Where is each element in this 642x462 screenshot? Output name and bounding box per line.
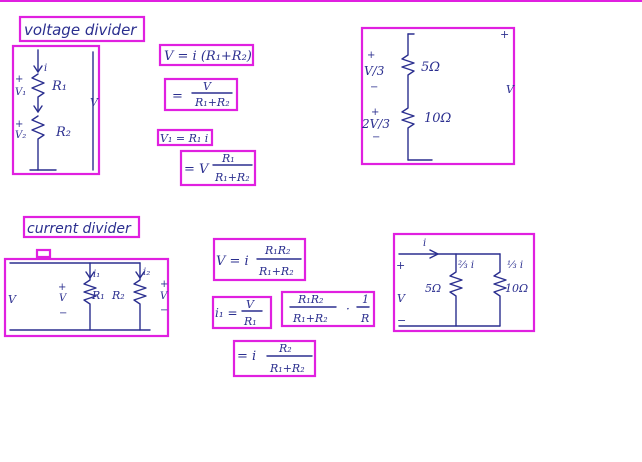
voltage-eq2-numerator: V — [203, 80, 212, 93]
current-eq3-box — [280, 290, 376, 328]
current-eq3-denominator: R₁+R₂ — [292, 312, 328, 325]
example-5ohm-label: 5Ω — [425, 282, 441, 295]
branch-i1-label: i₁ — [93, 269, 100, 280]
current-source-marker-box — [35, 248, 52, 259]
top-highlight-line — [0, 0, 642, 2]
branch-r2-label: R₂ — [111, 289, 125, 302]
example-v3-minus-sign: − — [370, 82, 378, 93]
example-i13-label: ⅓ i — [507, 260, 523, 271]
voltage-divider-circuit — [29, 49, 94, 171]
current-eq2-lhs: i₁ = — [215, 306, 238, 320]
voltage-eq2-denominator: R₁+R₂ — [194, 96, 230, 109]
r2-v-label: V — [160, 291, 169, 302]
current-eq4-denominator: R₁+R₂ — [269, 362, 305, 375]
current-heading-box — [22, 215, 141, 239]
example-v3-label: V/3 — [364, 64, 385, 78]
example-r10-label: 10Ω — [424, 111, 452, 126]
example-v-label: V — [397, 292, 406, 305]
voltage-eq4-box — [179, 149, 257, 187]
example-plus-sign: + — [396, 259, 405, 272]
v1-plus-sign: + — [15, 74, 23, 85]
branch-i2-label: i₂ — [143, 267, 150, 278]
voltage-example-circuit — [401, 33, 433, 161]
r1-v-label: V — [59, 293, 68, 304]
example-2v3-label: 2V/3 — [361, 117, 390, 131]
voltage-circuit-box — [11, 44, 101, 176]
current-example-circuit — [398, 249, 507, 327]
voltage-eq4-denominator: R₁+R₂ — [214, 171, 250, 184]
voltage-eq1-box — [158, 43, 255, 67]
voltage-eq3-box — [156, 128, 214, 147]
current-eq1-lhs: V = i — [216, 254, 249, 269]
r1-plus-sign: + — [58, 282, 66, 293]
current-eq2-denominator: R₁ — [243, 315, 257, 328]
resistor-r2-label: R₂ — [55, 125, 71, 140]
example-source-v-label: V — [506, 83, 515, 96]
current-eq4-box — [232, 339, 317, 378]
current-eq3-dot: · — [346, 302, 350, 316]
voltage-heading-box — [18, 15, 146, 43]
voltage-eq2-equals: = — [172, 89, 183, 104]
example-source-plus-sign: + — [500, 28, 509, 41]
current-eq4-numerator: R₂ — [278, 342, 292, 355]
current-eq1-box — [212, 237, 307, 282]
resistor-r1-label: R₁ — [51, 79, 67, 94]
voltage-eq1: V = i (R₁+R₂) — [164, 49, 252, 64]
current-eq3-numerator2: 1 — [362, 293, 369, 306]
current-i-label: i — [44, 63, 47, 74]
current-example-box — [392, 232, 536, 333]
voltage-heading: voltage divider — [24, 21, 137, 39]
v1-label: V₁ — [15, 87, 26, 98]
current-circuit-box — [3, 257, 170, 338]
example-i-label: i — [423, 238, 426, 249]
example-minus-sign: − — [397, 314, 406, 327]
current-heading: current divider — [27, 221, 132, 237]
r2-plus-sign: + — [160, 279, 168, 290]
voltage-eq4-numerator: R₁ — [221, 152, 235, 165]
v2-plus-sign: + — [15, 119, 23, 130]
example-2v3-minus-sign: − — [372, 132, 380, 143]
source-v-label: V — [90, 96, 99, 109]
current-eq4-lhs: = i — [237, 349, 256, 364]
example-i23-label: ⅔ i — [458, 260, 474, 271]
current-divider-circuit — [9, 262, 151, 331]
current-eq3-numerator: R₁R₂ — [297, 293, 323, 306]
voltage-eq2-box — [163, 77, 239, 112]
voltage-eq4-lhs: = V — [184, 162, 210, 177]
branch-r1-label: R₁ — [91, 289, 105, 302]
voltage-eq3: V₁ = R₁ i — [160, 132, 208, 145]
example-v3-plus-sign: + — [367, 50, 375, 61]
voltage-example-box — [360, 26, 516, 166]
example-r5-label: 5Ω — [421, 60, 440, 75]
current-eq1-numerator: R₁R₂ — [264, 244, 290, 257]
current-eq3-denominator2: R — [360, 312, 369, 325]
example-2v3-plus-sign: + — [371, 107, 379, 118]
example-10ohm-label: 10Ω — [505, 282, 528, 295]
r1-minus-sign: − — [59, 308, 67, 319]
current-eq2-numerator: V — [246, 298, 255, 311]
current-source-v-label: V — [8, 293, 17, 306]
v2-label: V₂ — [15, 130, 26, 141]
r2-minus-sign: − — [160, 305, 168, 316]
current-eq1-denominator: R₁+R₂ — [258, 265, 294, 278]
current-eq2-box — [211, 295, 273, 330]
